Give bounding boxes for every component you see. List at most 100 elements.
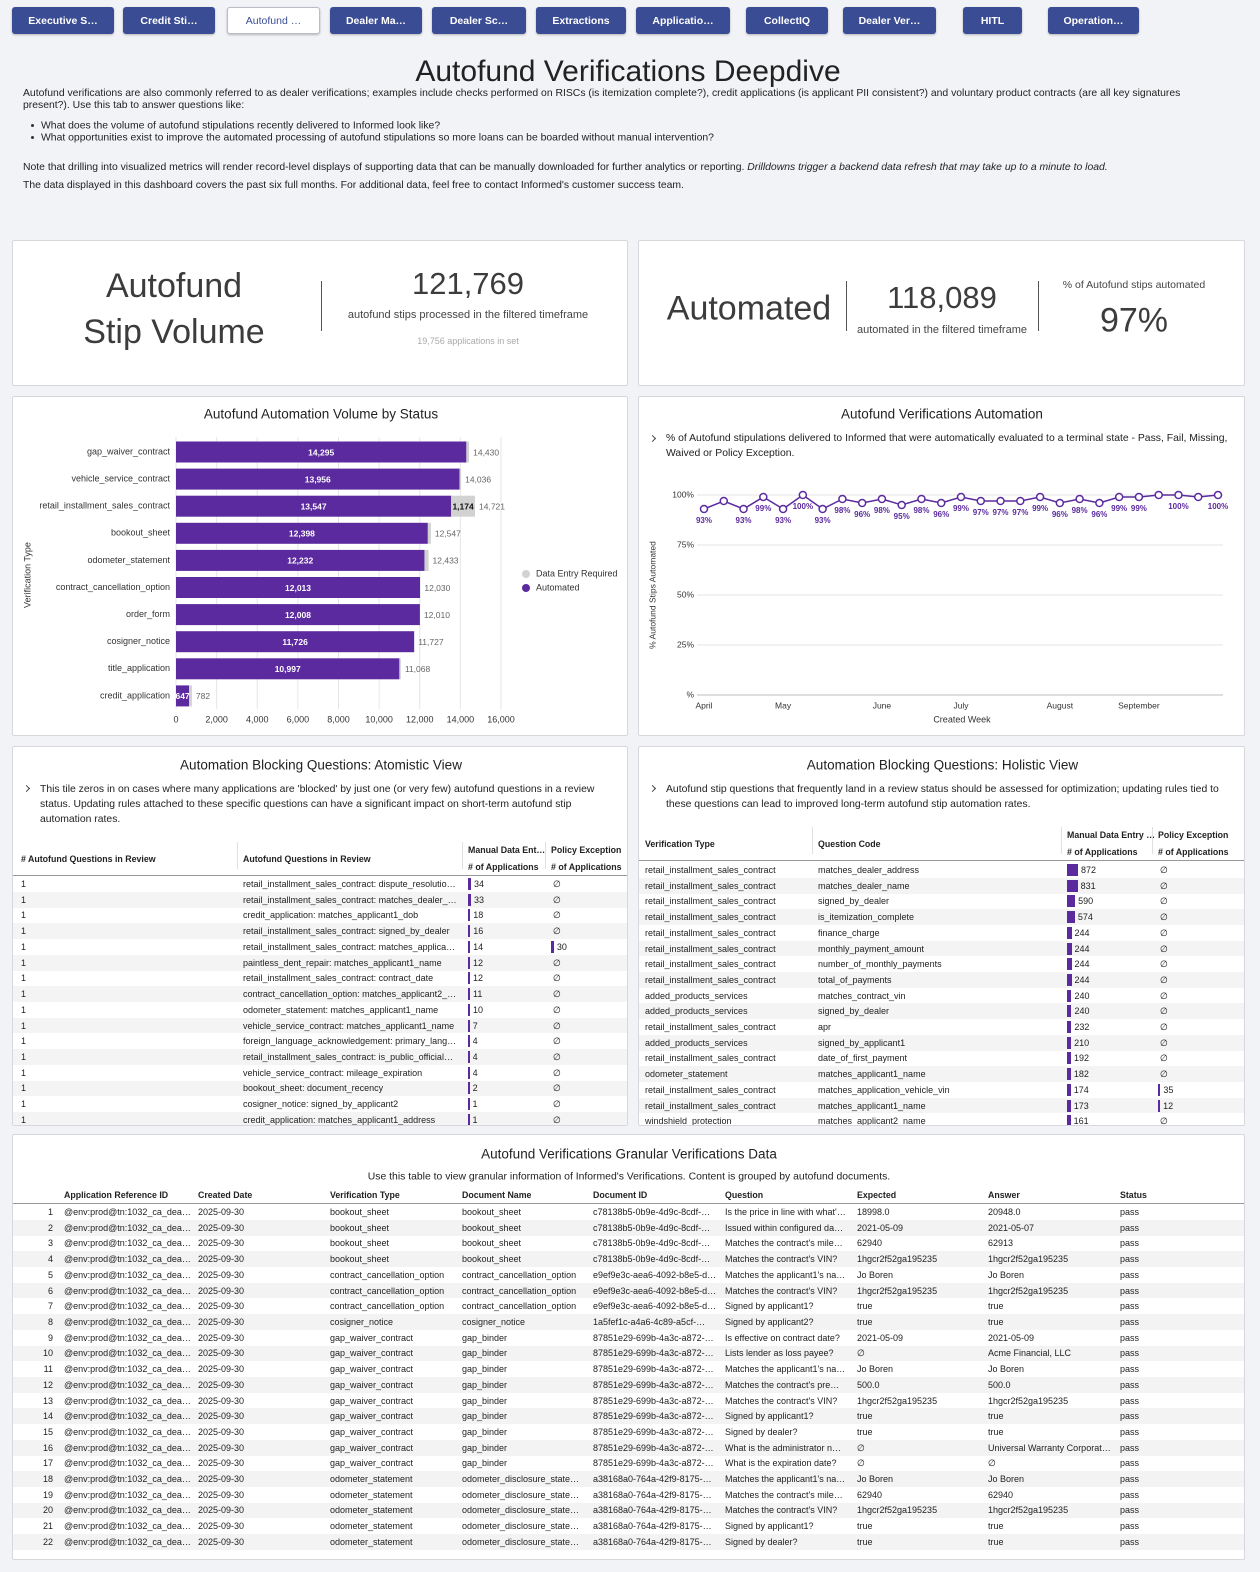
table-cell: 500.0 [988,1379,1011,1390]
nav-tab[interactable]: Operation… [1048,7,1139,34]
nav-tab[interactable]: Autofund … [227,7,320,34]
x-tick-label: August [1047,700,1074,710]
line-point [719,496,729,506]
table-cell: gap_waiver_contract [330,1426,414,1437]
line-point [699,504,709,514]
cell-bar [468,1019,470,1032]
table-cell: pass [1120,1238,1140,1249]
bullet-dot [31,136,34,139]
table-cell: c78138b5-0b9e-4d9c-8cdf-… [593,1207,711,1217]
table-cell: 35 [1163,1084,1174,1095]
table-cell: @env:prod@tn:1032_ca_dea… [64,1505,191,1516]
table-cell: 18 [473,910,484,921]
table-cell: true [857,1426,873,1437]
table-cell: a38168a0-764a-42f9-8175-… [593,1536,712,1547]
x-axis-label: Created Week [933,714,991,724]
table-cell: signed_by_dealer [818,896,890,907]
table-cell: 4 [472,1036,478,1047]
y-tick-label: order_form [126,609,170,619]
table-cell: 30 [556,941,567,952]
table-cell: 62913 [988,1238,1014,1249]
table-cell: pass [1120,1348,1140,1359]
cell-bar [468,972,471,985]
table-cell: ∅ [1160,1053,1168,1064]
total-label: 12,030 [424,583,450,593]
total-label: 11,727 [418,637,444,647]
table-cell: pass [1120,1505,1140,1516]
row-stripe [13,1345,1244,1362]
nav-tab[interactable]: Dealer Sc… [432,7,526,34]
subcolumn-header: # of Applications [1158,847,1229,857]
table-cell: a38168a0-764a-42f9-8175-… [593,1474,712,1485]
table-cell: 2025-09-30 [198,1536,245,1547]
cell-bar [1067,1083,1071,1096]
cell-bar [468,1051,470,1064]
column-header: Manual Data Entry … [1067,830,1155,840]
row-stripe [13,1017,627,1034]
nav-tab[interactable]: CollectIQ [746,7,828,34]
table-cell: true [857,1536,873,1547]
table-cell: Signed by dealer? [725,1536,798,1547]
line-point [1035,492,1045,502]
nav-tab[interactable]: Credit Sti… [123,7,215,34]
row-stripe [13,986,627,1002]
nav-tab[interactable]: Dealer Ver… [843,7,936,34]
y-tick-label: odometer_statement [87,555,170,565]
table-cell: @env:prod@tn:1032_ca_dea… [64,1458,191,1469]
table-cell: e9ef9e3c-aea6-4092-b8e5-d… [593,1269,717,1280]
nav-tab[interactable]: Applicatio… [636,7,730,34]
column-header: Question Code [818,839,881,849]
table-cell: true [988,1536,1004,1547]
table-cell: 182 [1073,1069,1089,1080]
status-chart: Autofund Automation Volume by Status Veri… [22,407,617,725]
table-cell: foreign_language_acknowledgement: primar… [243,1036,457,1047]
coverage-text: The data displayed in this dashboard cov… [23,180,684,191]
nav-tab[interactable]: Extractions [536,7,626,34]
bar-segment [176,604,420,626]
table-cell: contract_cancellation_option: matches_ap… [243,989,457,1000]
table-cell: ∅ [857,1348,865,1359]
table-cell: 2025-09-30 [198,1426,245,1437]
cell-bar [468,988,470,1001]
row-stripe [13,1408,1244,1425]
table-cell: added_products_services [645,1037,748,1048]
granular-card: Autofund Verifications Granular Verifica… [12,1134,1245,1560]
table-cell: apr [818,1022,832,1032]
table-cell: 2025-09-30 [198,1207,245,1217]
table-cell: date_of_first_payment [818,1053,908,1064]
point-label: 97% [973,508,989,517]
row-stripe [13,1439,1244,1456]
table-cell: total_of_payments [818,974,892,985]
column-header: Answer [988,1190,1020,1200]
line-point [1016,496,1025,506]
table-cell: ∅ [1160,1022,1168,1032]
table-cell: 1 [21,1020,27,1031]
table-cell: bookout_sheet: document_recency [243,1083,384,1094]
nav-tab[interactable]: Executive S… [12,7,114,34]
line-point [739,504,748,514]
table-cell: retail_installment_sales_contract: match… [243,941,456,952]
table-cell: ∅ [1160,943,1168,954]
row-number: 13 [42,1395,53,1406]
table-cell: gap_binder [462,1426,508,1437]
y-tick-label: credit_application [100,690,170,700]
table-cell: 244 [1074,927,1090,938]
table-cell: retail_installment_sales_contract: dispu… [243,879,456,889]
nav-tab[interactable]: HITL [963,7,1022,34]
x-tick-label: 0 [173,714,178,724]
table-cell: paintless_dent_repair: matches_applicant… [243,957,442,968]
nav-tab[interactable]: Dealer Ma… [330,7,422,34]
line-point [818,504,827,514]
column-header: Question [725,1190,764,1200]
row-stripe [13,1376,1244,1393]
table-cell: Matches the contract's mile… [725,1238,843,1249]
point-label: 95% [894,512,910,521]
table-cell: 244 [1074,943,1090,954]
cell-bar [468,1082,470,1095]
x-tick-label: 10,000 [365,714,393,724]
row-stripe [13,1112,627,1125]
note-italic: Drilldowns trigger a backend data refres… [747,162,1108,173]
bar-segment [176,549,425,571]
table-cell: Matches the contract's VIN? [725,1254,838,1265]
table-cell: retail_installment_sales_contract [645,865,776,875]
